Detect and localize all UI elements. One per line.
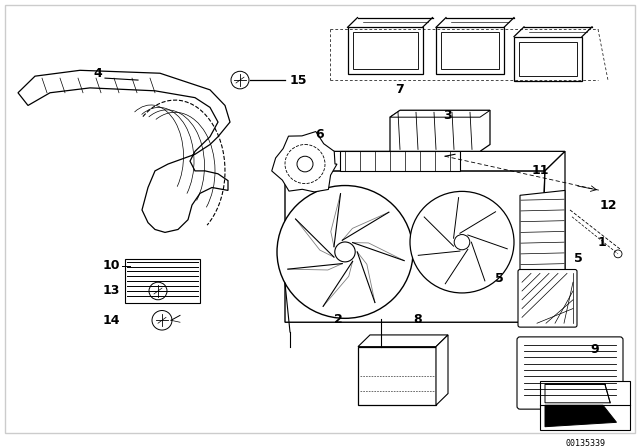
- Circle shape: [335, 242, 355, 262]
- Polygon shape: [545, 384, 610, 403]
- Text: 2: 2: [333, 313, 342, 326]
- Circle shape: [410, 191, 514, 293]
- Polygon shape: [18, 70, 230, 233]
- Text: 15: 15: [290, 73, 307, 86]
- Bar: [353, 32, 417, 69]
- Text: 6: 6: [316, 128, 324, 141]
- Text: 3: 3: [444, 109, 452, 122]
- Text: 1: 1: [598, 236, 606, 249]
- Polygon shape: [390, 110, 490, 151]
- Text: 8: 8: [413, 313, 422, 326]
- Text: 13: 13: [102, 284, 120, 297]
- Text: 5: 5: [495, 272, 504, 285]
- Circle shape: [152, 310, 172, 330]
- Text: 7: 7: [396, 83, 404, 96]
- Circle shape: [277, 185, 413, 319]
- Polygon shape: [285, 151, 565, 171]
- Text: 12: 12: [599, 198, 617, 211]
- Text: 10: 10: [102, 259, 120, 272]
- Text: 11: 11: [531, 164, 548, 177]
- Circle shape: [231, 71, 249, 89]
- Polygon shape: [272, 132, 337, 192]
- Text: 14: 14: [102, 314, 120, 327]
- Bar: [519, 42, 577, 76]
- Text: 9: 9: [591, 343, 599, 356]
- Bar: [125, 259, 200, 303]
- Text: 4: 4: [93, 67, 102, 80]
- FancyBboxPatch shape: [517, 337, 623, 409]
- Text: 5: 5: [573, 252, 582, 265]
- Polygon shape: [436, 27, 504, 74]
- FancyBboxPatch shape: [518, 270, 577, 327]
- Polygon shape: [545, 405, 616, 426]
- Circle shape: [285, 145, 325, 184]
- Circle shape: [149, 282, 167, 300]
- Polygon shape: [390, 110, 490, 117]
- Polygon shape: [348, 27, 422, 74]
- Bar: [540, 381, 630, 430]
- Polygon shape: [520, 190, 565, 278]
- Polygon shape: [514, 37, 582, 81]
- Circle shape: [614, 250, 622, 258]
- Circle shape: [297, 156, 313, 172]
- Polygon shape: [285, 171, 545, 322]
- Bar: [441, 32, 499, 69]
- Polygon shape: [340, 151, 460, 171]
- Circle shape: [454, 235, 470, 250]
- Polygon shape: [358, 335, 448, 347]
- Bar: [358, 347, 436, 405]
- Text: 00135339: 00135339: [565, 439, 605, 448]
- Polygon shape: [540, 151, 565, 322]
- Polygon shape: [436, 335, 448, 405]
